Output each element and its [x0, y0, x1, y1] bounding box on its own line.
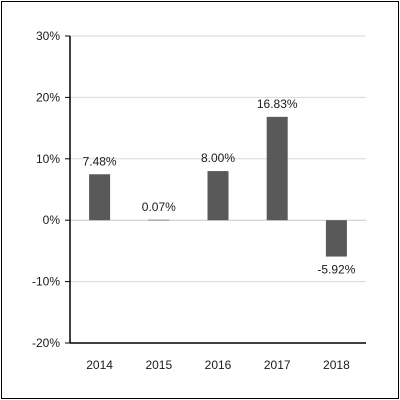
- bar-2018: [325, 220, 347, 257]
- y-tick-label: 20%: [36, 90, 60, 104]
- bar-2014: [89, 174, 111, 221]
- x-tick-label-2014: 2014: [86, 358, 113, 372]
- data-label-2017: 16.83%: [257, 97, 298, 111]
- y-tick-label: 0%: [43, 213, 61, 227]
- y-tick-label: 30%: [36, 29, 60, 43]
- y-tick-label: 10%: [36, 152, 60, 166]
- axes: [65, 35, 366, 344]
- y-tick-label: -20%: [32, 336, 60, 350]
- data-label-2016: 8.00%: [201, 151, 235, 165]
- labels: -20% -10% 0% 10% 20% 30% 7.48% 2014 0.07% 2015 8.0…: [32, 29, 356, 372]
- data-label-2014: 7.48%: [83, 154, 117, 168]
- bar-2015: [148, 219, 170, 221]
- x-tick-label-2017: 2017: [264, 358, 291, 372]
- data-label-2018: -5.92%: [317, 263, 355, 277]
- x-tick-label-2018: 2018: [323, 358, 350, 372]
- y-tick-label: -10%: [32, 275, 60, 289]
- x-tick-label-2015: 2015: [145, 358, 172, 372]
- bar-2017: [266, 116, 288, 221]
- data-label-2015: 0.07%: [142, 200, 176, 214]
- bar-2016: [207, 171, 229, 221]
- bars: [89, 116, 347, 257]
- x-tick-label-2016: 2016: [205, 358, 232, 372]
